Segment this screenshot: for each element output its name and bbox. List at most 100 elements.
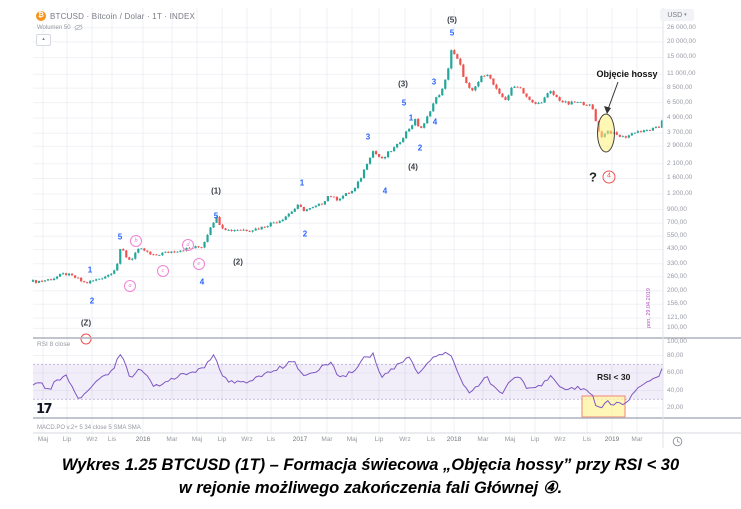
- wave-label-blue: 1: [87, 265, 93, 275]
- time-axis-label: 2019: [604, 436, 620, 443]
- time-axis-label: Lip: [62, 436, 72, 443]
- tradingview-chart: ₿ BTCUSD · Bitcoin / Dolar · 1T · INDEX …: [0, 0, 741, 448]
- wave-label-circled: e: [193, 258, 205, 270]
- rsi-axis-label: 80,00: [667, 351, 684, 359]
- price-axis-label: 3 700,00: [667, 129, 693, 137]
- time-axis-label: Lis: [266, 436, 276, 443]
- volume-label-text: Wolumen 50: [37, 24, 71, 31]
- time-axis-label: Lis: [582, 436, 592, 443]
- price-axis-label: 900,00: [667, 205, 687, 213]
- collapse-pane-button[interactable]: ▴: [36, 34, 51, 46]
- currency-label: USD: [667, 11, 683, 19]
- time-axis-label: 2018: [446, 436, 462, 443]
- time-axis-label: 2016: [135, 436, 151, 443]
- price-axis-label: 20 000,00: [667, 37, 696, 45]
- wave-label-blue: 5: [117, 232, 123, 242]
- engulfing-annotation-label[interactable]: Objęcie hossy: [596, 69, 658, 79]
- time-axis-label: Lis: [107, 436, 117, 443]
- time-axis-label: Maj: [191, 436, 203, 443]
- wave-label-blue: 4: [432, 117, 438, 127]
- wave-label-paren: (2): [233, 257, 243, 267]
- wave-label-red-circled: 4: [602, 170, 616, 184]
- wave-label-blue: 5: [449, 28, 455, 38]
- wave-label-paren: (Z): [80, 318, 92, 328]
- price-axis-label: 430,00: [667, 245, 687, 253]
- chevron-down-icon: ▾: [684, 12, 687, 18]
- time-axis-label: Lis: [426, 436, 436, 443]
- time-axis-label: Maj: [346, 436, 358, 443]
- price-axis-label: 4 900,00: [667, 113, 693, 121]
- symbol-title[interactable]: BTCUSD · Bitcoin / Dolar · 1T · INDEX: [50, 11, 196, 21]
- time-axis-label: Lip: [217, 436, 227, 443]
- tradingview-logo[interactable]: 17: [36, 402, 53, 417]
- rsi-indicator-label[interactable]: RSI 8 close: [37, 341, 71, 348]
- price-axis-label: 200,00: [667, 286, 687, 294]
- rsi-axis-label: 100,00: [667, 338, 687, 345]
- macd-indicator-label[interactable]: MACD.PO v.2+ 5 34 close 5 SMA SMA: [37, 425, 141, 431]
- price-axis-label: 26 000,00: [667, 23, 696, 31]
- wave-label-paren: (3): [398, 79, 408, 89]
- chart-legend: ₿ BTCUSD · Bitcoin / Dolar · 1T · INDEX: [36, 10, 195, 22]
- wave-label-blue: 5: [213, 211, 219, 221]
- rsi-axis-label: 20,00: [667, 404, 684, 411]
- wave-label-blue: 2: [417, 143, 423, 153]
- candlestick-chart-canvas[interactable]: [0, 0, 741, 448]
- rsi-axis-label: 40,00: [667, 386, 684, 394]
- wave-label-blue: 4: [199, 277, 205, 287]
- eye-hidden-icon[interactable]: [74, 24, 83, 31]
- price-axis-label: 156,00: [667, 300, 687, 308]
- wave-label-blue: 1: [299, 178, 305, 188]
- currency-selector[interactable]: USD ▾: [660, 9, 694, 21]
- price-axis-label: 330,00: [667, 259, 687, 267]
- time-axis-label: Maj: [37, 436, 49, 443]
- price-axis-label: 8 500,00: [667, 84, 693, 92]
- figure-caption: Wykres 1.25 BTCUSD (1T) – Formacja świec…: [0, 454, 741, 501]
- time-axis-label: Mar: [631, 436, 643, 443]
- wave-label-blue: 2: [89, 296, 95, 306]
- volume-indicator-label[interactable]: Wolumen 50: [37, 24, 83, 31]
- time-axis-label: Wrz: [86, 436, 98, 443]
- price-axis-label: 6 500,00: [667, 98, 693, 106]
- price-axis-label: 2 100,00: [667, 159, 693, 167]
- wave-label-paren: (1): [211, 186, 221, 196]
- price-axis-label: 100,00: [667, 324, 687, 332]
- time-axis-label: Maj: [504, 436, 516, 443]
- rsi-threshold-note: RSI < 30: [597, 372, 631, 382]
- wave-label-blue: 3: [365, 132, 371, 142]
- wave-label-paren: (4): [408, 162, 418, 172]
- price-axis-label: 15 000,00: [667, 53, 696, 61]
- time-axis-label: Mar: [321, 436, 333, 443]
- wave-label-blue: 1: [408, 113, 414, 123]
- vertical-date-label: pon, 29.04.2019: [646, 288, 652, 328]
- time-axis-label: 2017: [292, 436, 308, 443]
- price-axis-label: 11 000,00: [667, 70, 696, 78]
- wave-label-blue: 4: [382, 186, 388, 196]
- wave-label-blue: 3: [431, 77, 437, 87]
- time-axis-label: Mar: [166, 436, 178, 443]
- wave-label-circled: c: [157, 265, 169, 277]
- clock-icon[interactable]: [672, 434, 683, 452]
- wave-label-paren: (5): [447, 15, 457, 25]
- caption-line-1: Wykres 1.25 BTCUSD (1T) – Formacja świec…: [61, 456, 680, 474]
- wave-label-blue: 2: [302, 229, 308, 239]
- caption-line-2: w rejonie możliwego zakończenia fali Głó…: [178, 479, 563, 498]
- price-axis-label: 700,00: [667, 219, 687, 227]
- wave-label-blue: 5: [401, 98, 407, 108]
- bitcoin-logo-icon: ₿: [36, 11, 46, 21]
- price-axis-label: 121,00: [667, 314, 687, 322]
- time-axis-label: Wrz: [554, 436, 566, 443]
- wave-label-circled: d: [182, 239, 194, 251]
- price-axis-label: 1 600,00: [667, 174, 693, 182]
- wave-label-circled: b: [130, 235, 142, 247]
- price-axis-label: 2 900,00: [667, 142, 693, 150]
- wave-label-circled: a: [124, 280, 136, 292]
- time-axis-label: Mar: [477, 436, 489, 443]
- rsi-axis-label: 60,00: [667, 369, 684, 376]
- time-axis-label: Lip: [374, 436, 384, 443]
- price-axis-label: 260,00: [667, 272, 687, 280]
- question-mark-annotation[interactable]: ?: [589, 169, 597, 185]
- price-axis-label: 1 200,00: [667, 190, 693, 197]
- price-axis-label: 550,00: [667, 232, 687, 240]
- time-axis-label: Wrz: [399, 436, 411, 443]
